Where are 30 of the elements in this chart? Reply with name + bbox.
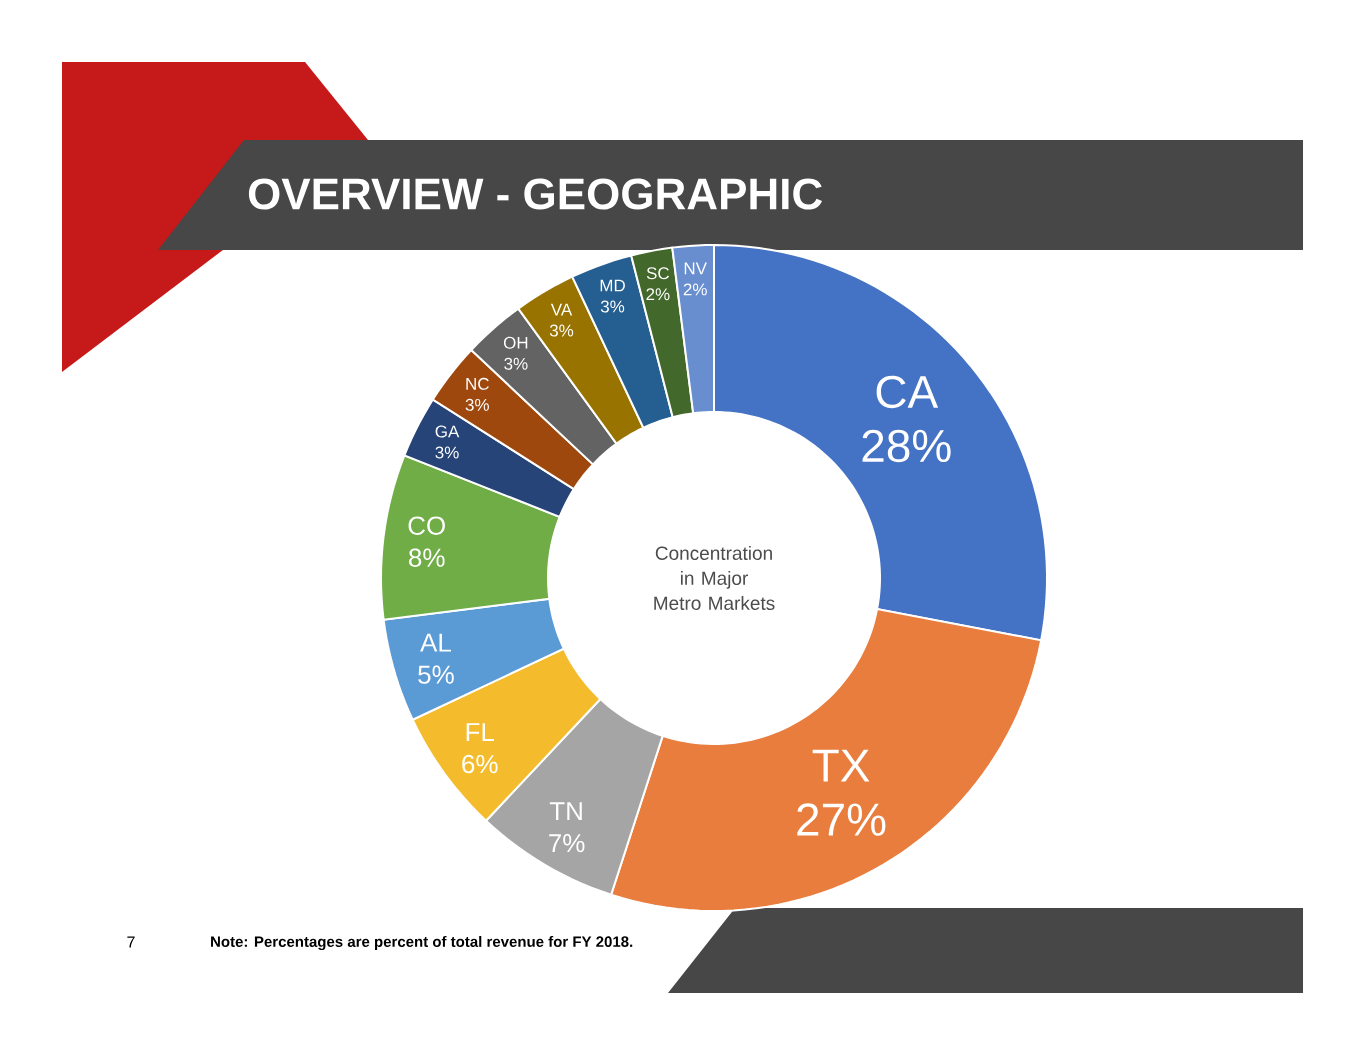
text: 7: [127, 936, 135, 948]
slice-label: GA: [435, 425, 460, 438]
slice-label: NV: [684, 262, 707, 275]
slice-label: NC: [466, 377, 489, 390]
data-label: 8%: [409, 548, 445, 567]
slice-label: TX: [812, 749, 870, 782]
chart-title: OVERVIEW - GEOGRAPHIC: [248, 178, 823, 210]
data-label: 28%: [862, 429, 951, 463]
data-label: 5%: [418, 665, 454, 684]
data-label: 2%: [646, 288, 670, 301]
text: Note: Percentages are percent of total revenue for FY 2018.: [211, 935, 633, 951]
data-label: 3%: [465, 398, 489, 411]
data-label: 3%: [504, 357, 528, 370]
data-label: 3%: [600, 300, 625, 313]
data-label: 2%: [683, 283, 707, 296]
slice-label: TN: [549, 802, 582, 821]
slice-label: SC: [646, 267, 670, 280]
slice-label: OH: [503, 336, 528, 349]
data-label: 3%: [435, 446, 459, 459]
slice-label: MD: [600, 279, 625, 292]
data-label: 6%: [462, 754, 498, 774]
slice-label: AL: [420, 633, 451, 652]
data-label: 7%: [549, 834, 585, 853]
data-label: 3%: [549, 324, 574, 337]
slice-label: CO: [408, 516, 445, 535]
text: Concentration in Major Metro Markets: [654, 546, 775, 610]
slice-label: VA: [550, 303, 573, 316]
slice-label: CA: [876, 375, 939, 409]
data-label: 27%: [797, 803, 886, 836]
slice-label: FL: [466, 723, 495, 742]
